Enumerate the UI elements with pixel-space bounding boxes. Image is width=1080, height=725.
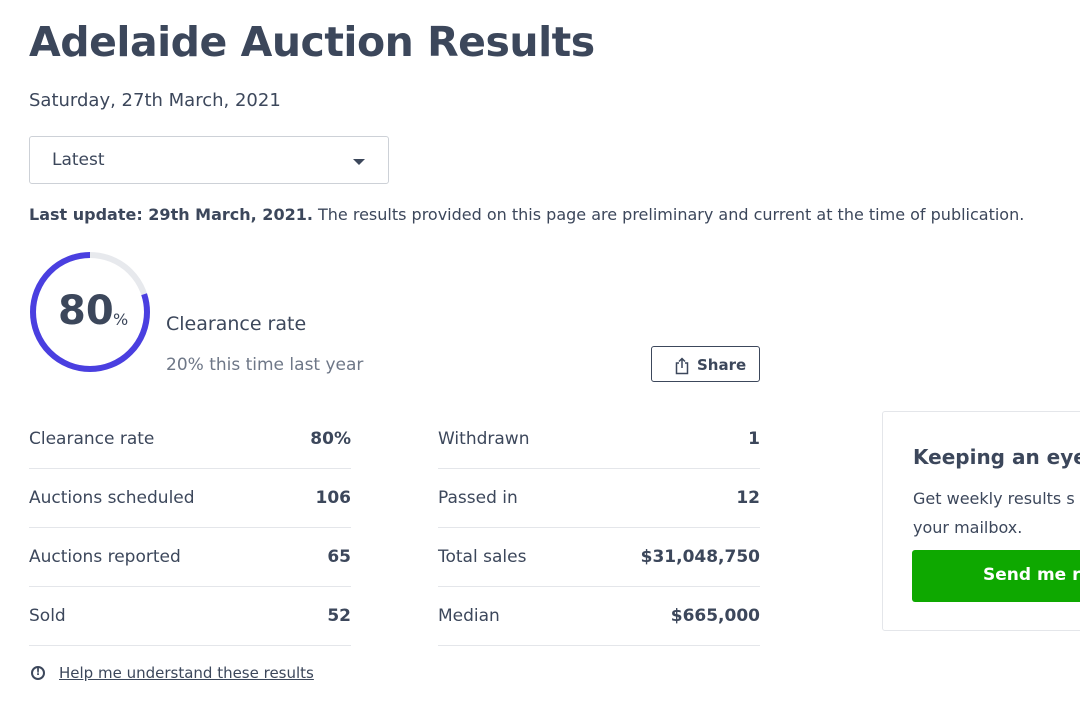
stat-row: Median $665,000 xyxy=(438,587,760,646)
stats-table-left: Clearance rate 80% Auctions scheduled 10… xyxy=(29,410,351,646)
stat-value: 106 xyxy=(315,488,352,508)
stat-row: Sold 52 xyxy=(29,587,351,646)
stat-row: Auctions reported 65 xyxy=(29,528,351,587)
auction-date: Saturday, 27th March, 2021 xyxy=(29,90,281,111)
share-button[interactable]: Share xyxy=(651,346,760,382)
card-title: Keeping an eye xyxy=(913,445,1080,469)
stat-label: Clearance rate xyxy=(29,429,155,449)
clearance-rate-comparison: 20% this time last year xyxy=(166,355,364,375)
last-update-label: Last update: 29th March, 2021. xyxy=(29,205,313,224)
info-icon: ! xyxy=(31,666,45,680)
stats-table-right: Withdrawn 1 Passed in 12 Total sales $31… xyxy=(438,410,760,646)
stat-value: 65 xyxy=(327,547,351,567)
update-notice: Last update: 29th March, 2021. The resul… xyxy=(29,205,1024,224)
notice-text: The results provided on this page are pr… xyxy=(312,205,1025,224)
clearance-rate-label: Clearance rate xyxy=(166,313,307,335)
stat-value: 12 xyxy=(736,488,760,508)
ring-progress xyxy=(30,252,150,372)
stat-label: Sold xyxy=(29,606,66,626)
share-icon xyxy=(674,357,690,379)
stat-row: Auctions scheduled 106 xyxy=(29,469,351,528)
stat-value: 52 xyxy=(327,606,351,626)
subscribe-button-label: Send me re xyxy=(983,565,1080,585)
stat-label: Median xyxy=(438,606,500,626)
subscribe-button[interactable]: Send me re xyxy=(912,550,1080,602)
newsletter-card: Keeping an eye Get weekly results s your… xyxy=(882,411,1080,631)
select-value: Latest xyxy=(52,150,105,170)
clearance-rate-ring-graphic xyxy=(30,252,150,372)
stat-value: $665,000 xyxy=(670,606,760,626)
stat-label: Passed in xyxy=(438,488,518,508)
stat-row: Passed in 12 xyxy=(438,469,760,528)
stat-row: Total sales $31,048,750 xyxy=(438,528,760,587)
stat-value: 1 xyxy=(748,429,760,449)
stat-value: $31,048,750 xyxy=(640,547,760,567)
page-title: Adelaide Auction Results xyxy=(29,18,595,66)
stat-label: Auctions scheduled xyxy=(29,488,195,508)
card-text: Get weekly results s your mailbox. xyxy=(913,489,1075,537)
stat-label: Auctions reported xyxy=(29,547,181,567)
clearance-rate-value: 80 xyxy=(58,288,114,334)
stat-label: Total sales xyxy=(438,547,527,567)
stat-label: Withdrawn xyxy=(438,429,530,449)
results-period-select[interactable]: Latest xyxy=(29,136,389,184)
stat-value: 80% xyxy=(310,429,351,449)
clearance-rate-ring: 80 % xyxy=(28,250,152,374)
help-understand-link[interactable]: Help me understand these results xyxy=(59,664,314,682)
stat-row: Clearance rate 80% xyxy=(29,410,351,469)
chevron-down-icon xyxy=(353,159,365,165)
clearance-rate-unit: % xyxy=(113,310,129,329)
share-label: Share xyxy=(697,356,747,374)
stat-row: Withdrawn 1 xyxy=(438,410,760,469)
